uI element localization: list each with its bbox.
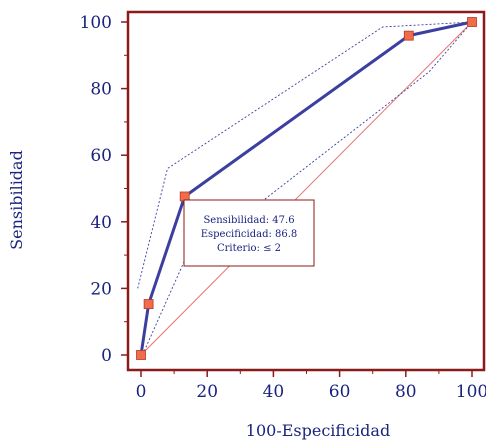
annotation-line: Sensibilidad: 47.6 (203, 215, 294, 226)
chart-series (136, 17, 477, 360)
y-tick-label: 80 (90, 80, 112, 100)
x-axis-label: 100-Especificidad (246, 421, 390, 440)
x-tick-label: 20 (196, 382, 218, 402)
roc-point-marker (467, 17, 477, 27)
y-tick-label: 0 (101, 346, 112, 366)
y-tick-label: 40 (90, 213, 112, 233)
annotation-line: Especificidad: 86.8 (201, 229, 298, 240)
x-tick-label: 0 (136, 382, 147, 402)
roc-point-marker (143, 299, 154, 309)
confidence-lower-band (140, 21, 473, 359)
x-tick-label: 80 (395, 382, 417, 402)
x-tick-label: 60 (329, 382, 351, 402)
annotation-line: Criterio: ≤ 2 (217, 243, 281, 254)
reference-diagonal-line (140, 21, 473, 356)
x-tick-label: 100 (456, 382, 486, 402)
criterion-annotation: Sensibilidad: 47.6 Especificidad: 86.8 Cri… (183, 199, 315, 267)
roc-point-marker (403, 30, 414, 41)
roc-point-marker (136, 350, 146, 360)
y-axis-label: Sensibilidad (7, 150, 26, 250)
x-tick-label: 40 (263, 382, 285, 402)
confidence-upper-band (137, 21, 473, 289)
annotation-box (183, 199, 315, 267)
y-tick-label: 60 (90, 146, 112, 166)
plot-frame (126, 10, 486, 372)
axis-ticks: 0 20 40 60 80 100 0 20 40 60 80 100 (80, 13, 486, 402)
y-tick-label: 100 (80, 13, 112, 33)
y-tick-label: 20 (90, 279, 112, 299)
